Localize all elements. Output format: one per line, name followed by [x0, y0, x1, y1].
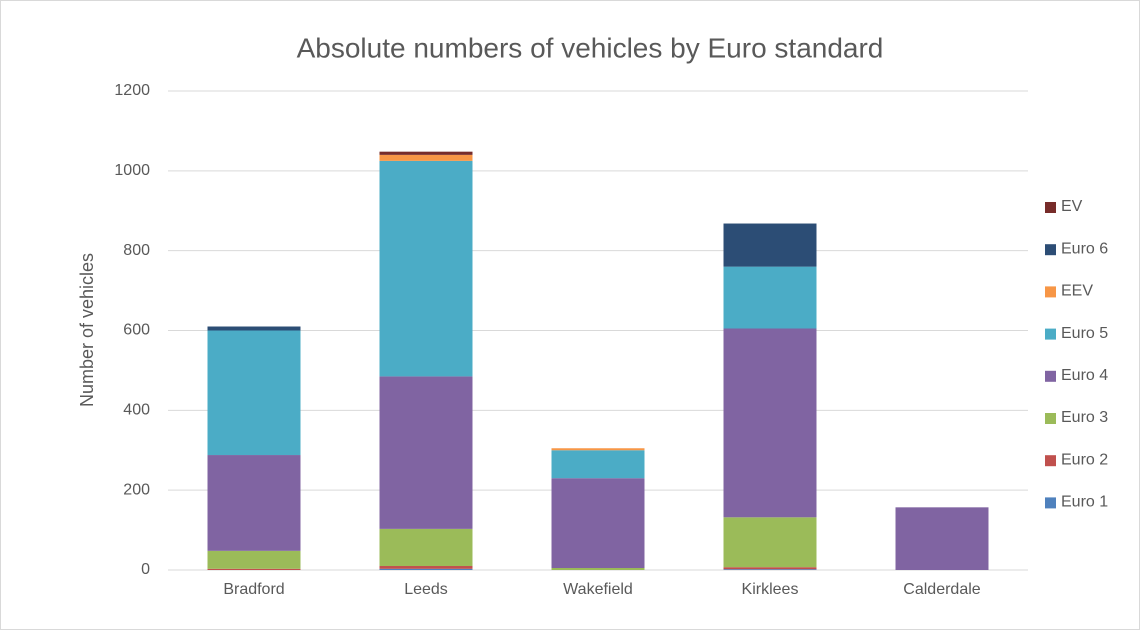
bar-segment	[379, 151, 473, 155]
bar-segment	[551, 448, 645, 451]
bar-segment	[723, 223, 817, 267]
legend-label: Euro 5	[1061, 325, 1108, 342]
legend-label: EV	[1061, 198, 1083, 215]
legend-swatch	[1045, 202, 1056, 213]
y-tick-label: 800	[123, 242, 150, 259]
legend-swatch	[1045, 244, 1056, 256]
bar-segment	[379, 154, 473, 161]
bar-segment	[379, 160, 473, 377]
legend-label: Euro 4	[1061, 367, 1108, 384]
legend-label: Euro 1	[1061, 494, 1108, 511]
x-tick-label: Kirklees	[742, 581, 799, 598]
y-tick-label: 1000	[114, 162, 150, 179]
bar-segment	[723, 569, 817, 570]
y-tick-label: 0	[141, 561, 150, 578]
bar-segment	[895, 507, 989, 570]
legend-label: Euro 3	[1061, 409, 1108, 426]
legend-swatch	[1045, 455, 1056, 467]
bar-segment	[723, 266, 817, 329]
x-tick-label: Calderdale	[903, 581, 980, 598]
y-tick-label: 200	[123, 481, 150, 498]
legend-swatch	[1045, 370, 1056, 382]
legend-swatch	[1045, 328, 1056, 340]
bar-segment	[551, 568, 645, 570]
bar-segment	[207, 330, 301, 456]
bar-segment	[379, 528, 473, 567]
bar-segment	[551, 478, 645, 569]
bar-segment	[723, 517, 817, 568]
y-axis-label: Number of vehicles	[77, 253, 97, 407]
x-tick-label: Leeds	[404, 581, 448, 598]
bar-segment	[207, 568, 301, 570]
legend-label: EEV	[1061, 283, 1093, 300]
y-tick-label: 1200	[114, 82, 150, 99]
bar-segment	[551, 450, 645, 479]
legend-swatch	[1045, 286, 1056, 298]
x-tick-label: Bradford	[223, 581, 284, 598]
x-tick-label: Wakefield	[563, 581, 633, 598]
legend-label: Euro 6	[1061, 240, 1108, 257]
legend-label: Euro 2	[1061, 451, 1108, 468]
bar-segment	[723, 567, 817, 570]
legend-swatch	[1045, 413, 1056, 424]
y-tick-label: 600	[123, 322, 150, 339]
bar-segment	[379, 568, 473, 570]
bar-segment	[379, 376, 473, 529]
y-tick-label: 400	[123, 402, 150, 419]
chart-title: Absolute numbers of vehicles by Euro sta…	[297, 32, 884, 63]
bar-segment	[207, 550, 301, 569]
bar-segment	[207, 326, 301, 331]
bar-segment	[723, 328, 817, 518]
bar-segment	[207, 455, 301, 551]
legend-swatch	[1045, 497, 1056, 509]
bar-segment	[379, 566, 473, 569]
